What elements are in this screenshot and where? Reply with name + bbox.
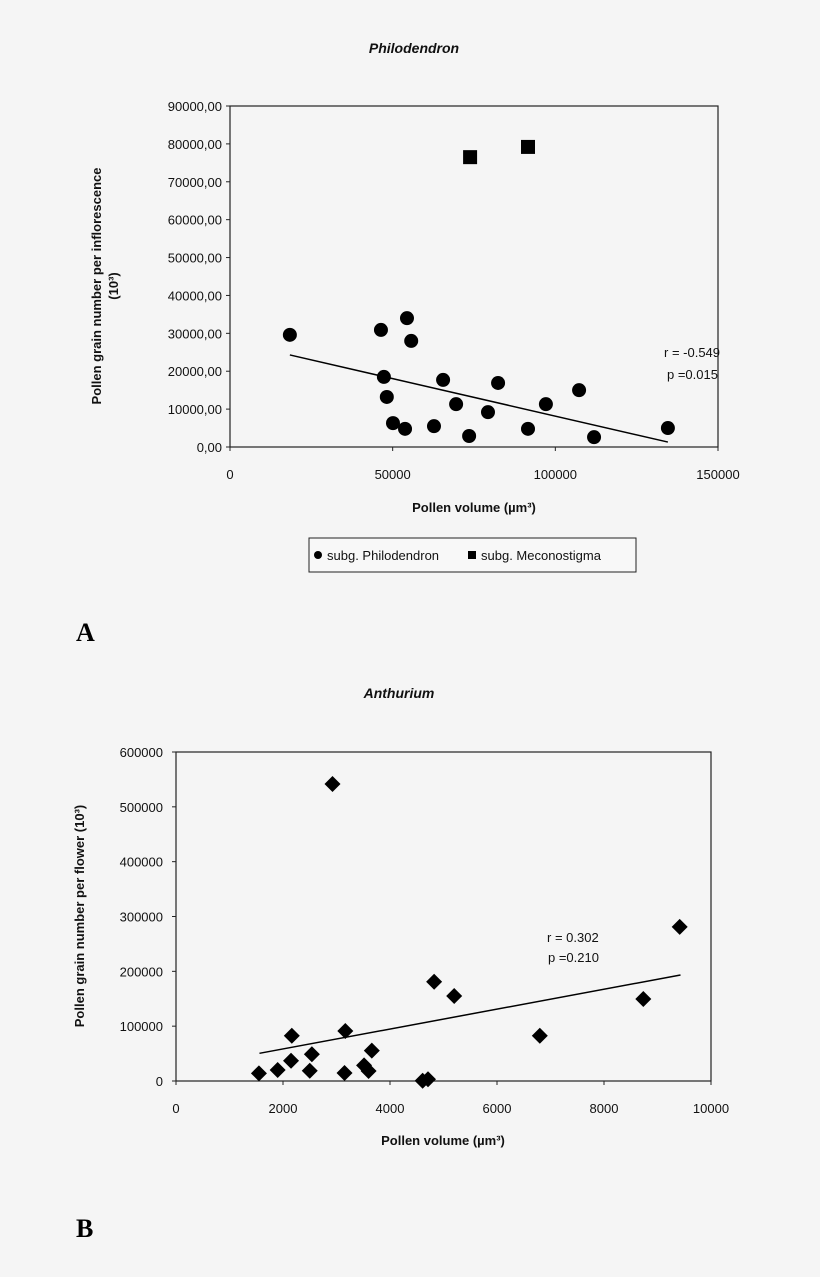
x-tick-label: 150000 — [696, 467, 739, 482]
y-tick-label: 60000,00 — [168, 213, 222, 228]
x-tick-label: 100000 — [534, 467, 577, 482]
y-tick-label: 600000 — [120, 745, 163, 760]
chart-b-annotation-p: p =0.210 — [548, 950, 599, 965]
data-point-circle — [521, 421, 536, 436]
data-point-square — [521, 139, 536, 154]
panel-label-a: A — [76, 618, 95, 647]
data-point-diamond — [635, 991, 652, 1008]
y-tick-label: 50000,00 — [168, 251, 222, 266]
y-tick-label: 90000,00 — [168, 99, 222, 114]
data-point-diamond — [360, 1063, 377, 1080]
chart-a-plot-area — [229, 105, 719, 448]
x-tick-label: 4000 — [376, 1101, 405, 1116]
data-point-diamond — [337, 1022, 354, 1039]
data-point-circle — [373, 322, 388, 337]
y-tick-label: 0,00 — [197, 440, 222, 455]
legend-item-meconostigma: subg. Meconostigma — [481, 548, 602, 563]
chart-a-ylabel: Pollen grain number per inflorescence — [89, 168, 104, 405]
data-point-diamond — [363, 1042, 380, 1059]
chart-a-legend: subg. Philodendron subg. Meconostigma — [308, 537, 637, 573]
data-point-diamond — [426, 973, 443, 990]
data-point-circle — [398, 421, 413, 436]
y-tick-label: 70000,00 — [168, 175, 222, 190]
data-point-circle — [436, 372, 451, 387]
chart-b: Anthurium Pollen grain number per flower… — [72, 685, 729, 1243]
y-tick-label: 20000,00 — [168, 364, 222, 379]
data-point-diamond — [303, 1046, 320, 1063]
chart-a-xlabel: Pollen volume (µm³) — [412, 500, 536, 515]
data-point-diamond — [531, 1027, 548, 1044]
panel-label-b: B — [76, 1214, 93, 1243]
data-point-circle — [660, 421, 675, 436]
data-point-diamond — [336, 1064, 353, 1081]
x-tick-label: 2000 — [269, 1101, 298, 1116]
x-tick-label: 0 — [172, 1101, 179, 1116]
data-point-diamond — [250, 1065, 267, 1082]
chart-b-ylabel: Pollen grain number per flower (10³) — [72, 805, 87, 1027]
chart-b-title: Anthurium — [363, 685, 435, 701]
legend-circle-marker — [314, 551, 322, 559]
y-tick-label: 10000,00 — [168, 402, 222, 417]
data-point-diamond — [671, 918, 688, 935]
x-tick-label: 6000 — [483, 1101, 512, 1116]
data-point-square — [463, 150, 478, 165]
y-tick-label: 100000 — [120, 1019, 163, 1034]
data-point-circle — [587, 430, 602, 445]
data-point-circle — [462, 429, 477, 444]
chart-b-annotation-r: r = 0.302 — [547, 930, 599, 945]
trendline — [289, 354, 669, 443]
y-tick-label: 80000,00 — [168, 137, 222, 152]
chart-a: Philodendron Pollen grain number per inf… — [76, 40, 740, 647]
data-point-circle — [379, 389, 394, 404]
x-tick-label: 50000 — [375, 467, 411, 482]
data-point-diamond — [301, 1062, 318, 1079]
chart-b-plot-area — [175, 751, 712, 1082]
chart-a-title: Philodendron — [369, 40, 459, 56]
data-point-circle — [538, 397, 553, 412]
y-tick-label: 500000 — [120, 800, 163, 815]
x-tick-label: 8000 — [590, 1101, 619, 1116]
data-point-circle — [282, 327, 297, 342]
y-tick-label: 300000 — [120, 910, 163, 925]
data-point-circle — [376, 369, 391, 384]
y-tick-label: 30000,00 — [168, 326, 222, 341]
data-point-circle — [385, 416, 400, 431]
data-point-diamond — [446, 988, 463, 1005]
chart-a-annotation-r: r = -0.549 — [664, 345, 720, 360]
x-tick-label: 0 — [226, 467, 233, 482]
data-point-circle — [426, 419, 441, 434]
trendline — [259, 974, 681, 1055]
y-tick-label: 200000 — [120, 964, 163, 979]
chart-a-ylabel-unit: (10³) — [106, 272, 121, 299]
data-point-circle — [572, 383, 587, 398]
y-tick-label: 400000 — [120, 855, 163, 870]
data-point-diamond — [269, 1062, 286, 1079]
x-tick-label: 10000 — [693, 1101, 729, 1116]
data-point-diamond — [419, 1071, 436, 1088]
data-point-circle — [399, 311, 414, 326]
data-point-circle — [480, 405, 495, 420]
data-point-circle — [491, 375, 506, 390]
legend-square-marker — [468, 551, 476, 559]
legend-item-philodendron: subg. Philodendron — [327, 548, 439, 563]
data-point-circle — [404, 333, 419, 348]
chart-b-xlabel: Pollen volume (µm³) — [381, 1133, 505, 1148]
data-point-circle — [449, 397, 464, 412]
y-tick-label: 0 — [156, 1074, 163, 1089]
data-point-diamond — [283, 1027, 300, 1044]
data-point-diamond — [283, 1052, 300, 1069]
chart-a-annotation-p: p =0.015 — [667, 367, 718, 382]
y-tick-label: 40000,00 — [168, 288, 222, 303]
data-point-diamond — [324, 776, 341, 793]
